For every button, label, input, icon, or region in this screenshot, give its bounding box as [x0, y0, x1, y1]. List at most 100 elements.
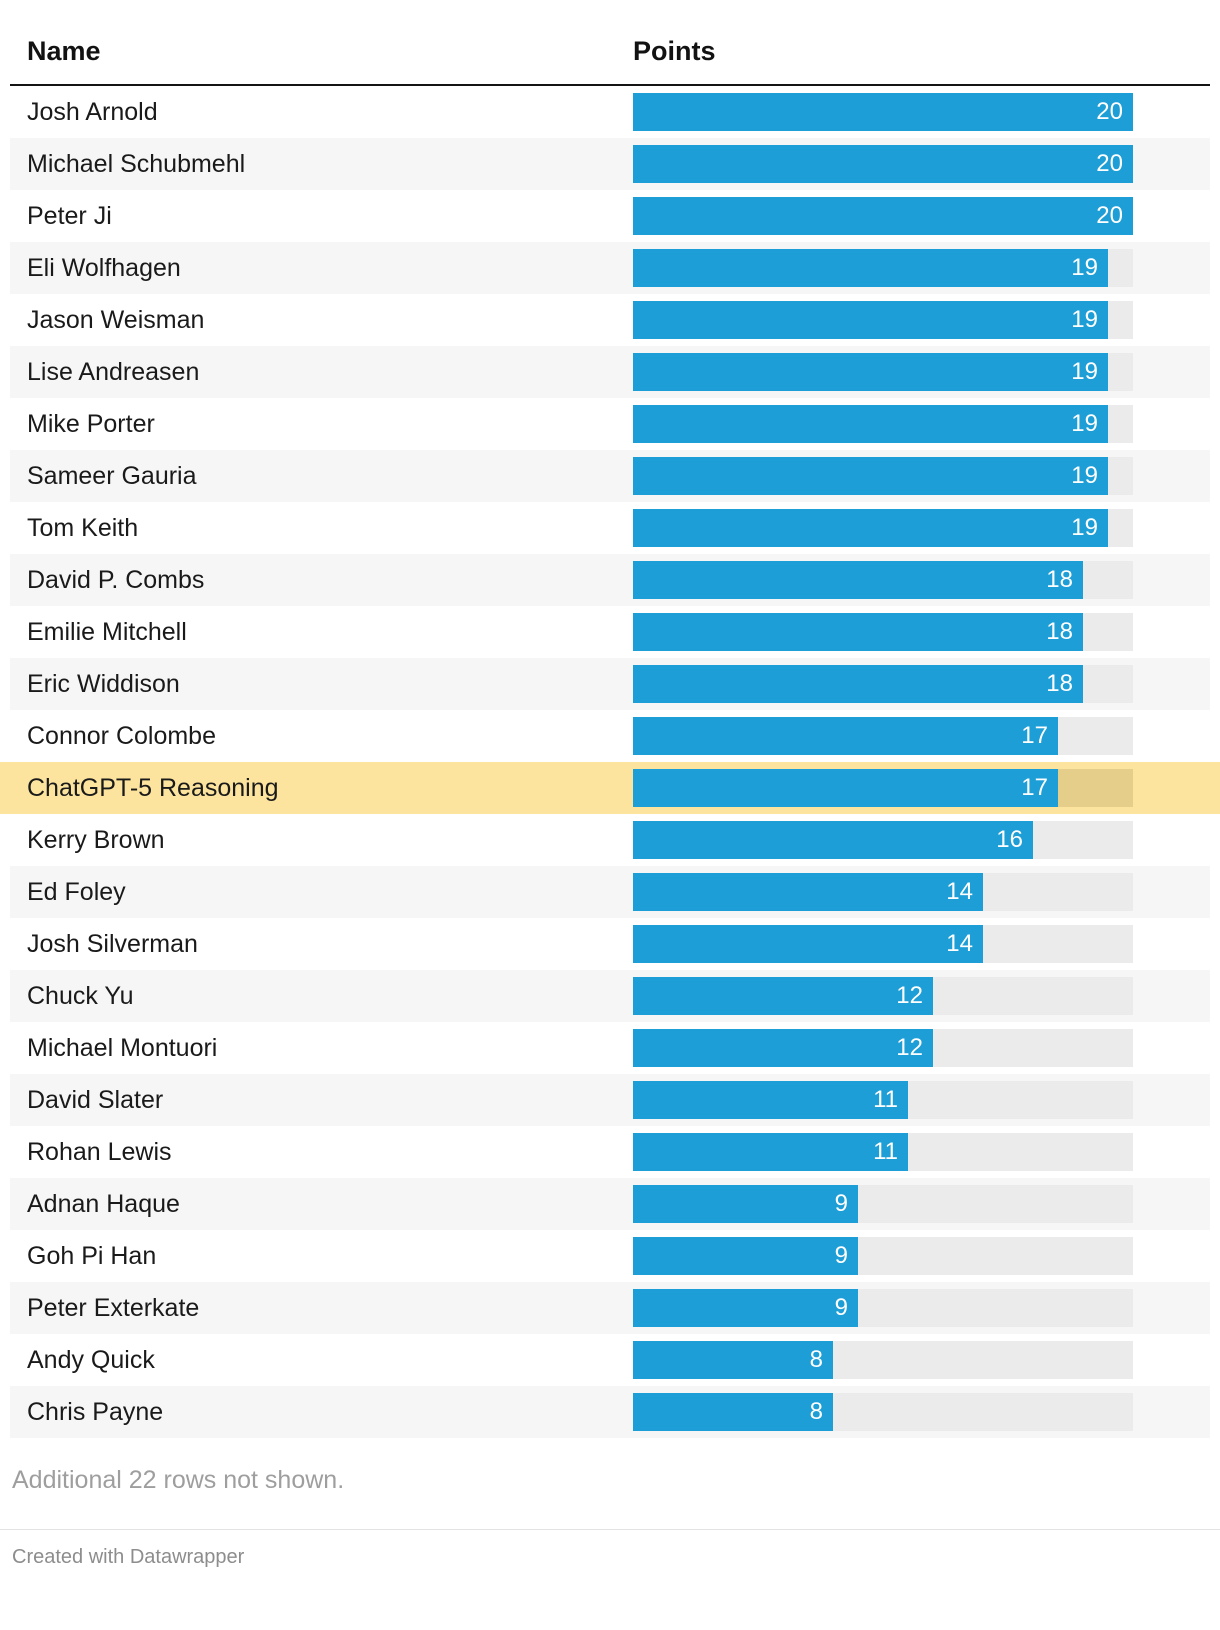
points-bar: 9 [633, 1185, 858, 1223]
points-bar-cell: 12 [633, 977, 1133, 1015]
row-name: Rohan Lewis [27, 1137, 172, 1166]
table-row: Adnan Haque 9 [10, 1178, 1210, 1230]
points-bar-cell: 17 [633, 769, 1133, 807]
bar-track: 19 [633, 405, 1133, 443]
row-name: Peter Exterkate [27, 1293, 200, 1322]
points-bar: 14 [633, 873, 983, 911]
table-row: Michael Schubmehl 20 [10, 138, 1210, 190]
bar-track: 8 [633, 1393, 1133, 1431]
table-row: Chris Payne 8 [10, 1386, 1210, 1438]
points-value-label: 18 [1046, 566, 1073, 593]
row-name: Josh Silverman [27, 929, 198, 958]
row-name: Eric Widdison [27, 669, 180, 698]
points-bar: 14 [633, 925, 983, 963]
points-value-label: 8 [809, 1346, 823, 1373]
points-bar: 17 [633, 769, 1058, 807]
row-name: Kerry Brown [27, 825, 165, 854]
points-bar-cell: 11 [633, 1133, 1133, 1171]
points-bar-cell: 18 [633, 665, 1133, 703]
points-bar: 16 [633, 821, 1033, 859]
table-header-row: Name Points [10, 0, 1210, 86]
points-value-label: 19 [1071, 514, 1098, 541]
points-bar-cell: 20 [633, 93, 1133, 131]
row-name: David Slater [27, 1085, 164, 1114]
row-name: Mike Porter [27, 409, 155, 438]
table-body: Josh Arnold 20 Michael Schubmehl 20 Peter Ji… [0, 86, 1220, 1438]
points-value-label: 19 [1071, 462, 1098, 489]
points-bar-cell: 20 [633, 197, 1133, 235]
points-bar-cell: 19 [633, 457, 1133, 495]
points-bar-cell: 14 [633, 925, 1133, 963]
points-bar: 9 [633, 1237, 858, 1275]
row-name: Peter Ji [27, 201, 112, 230]
points-value-label: 9 [834, 1242, 848, 1269]
table-row: Michael Montuori 12 [10, 1022, 1210, 1074]
points-bar: 11 [633, 1133, 908, 1171]
points-value-label: 17 [1021, 722, 1048, 749]
table-row: David Slater 11 [10, 1074, 1210, 1126]
points-bar: 19 [633, 353, 1108, 391]
bar-track: 20 [633, 197, 1133, 235]
points-bar-cell: 19 [633, 353, 1133, 391]
points-bar-cell: 18 [633, 561, 1133, 599]
row-name: Michael Schubmehl [27, 149, 246, 178]
row-name: Lise Andreasen [27, 357, 200, 386]
table-row: Eli Wolfhagen 19 [10, 242, 1210, 294]
points-bar: 19 [633, 509, 1108, 547]
points-bar-cell: 8 [633, 1341, 1133, 1379]
points-bar: 20 [633, 93, 1133, 131]
bar-track: 20 [633, 145, 1133, 183]
table-row: Connor Colombe 17 [10, 710, 1210, 762]
row-name: Jason Weisman [27, 305, 205, 334]
points-bar: 19 [633, 457, 1108, 495]
bar-track: 9 [633, 1185, 1133, 1223]
row-name: Ed Foley [27, 877, 126, 906]
points-bar-cell: 16 [633, 821, 1133, 859]
table-row: Jason Weisman 19 [10, 294, 1210, 346]
points-bar-cell: 19 [633, 249, 1133, 287]
points-bar-cell: 20 [633, 145, 1133, 183]
points-value-label: 8 [809, 1398, 823, 1425]
points-value-label: 9 [834, 1190, 848, 1217]
table-row: Chuck Yu 12 [10, 970, 1210, 1022]
points-bar-cell: 12 [633, 1029, 1133, 1067]
points-value-label: 19 [1071, 254, 1098, 281]
points-value-label: 14 [946, 878, 973, 905]
table-row: Peter Exterkate 9 [10, 1282, 1210, 1334]
table-row: Lise Andreasen 19 [10, 346, 1210, 398]
points-bar: 18 [633, 561, 1083, 599]
points-bar: 20 [633, 197, 1133, 235]
bar-track: 19 [633, 301, 1133, 339]
points-bar: 8 [633, 1393, 833, 1431]
points-value-label: 20 [1096, 202, 1123, 229]
points-value-label: 20 [1096, 98, 1123, 125]
points-bar-cell: 17 [633, 717, 1133, 755]
points-value-label: 20 [1096, 150, 1123, 177]
points-bar-cell: 8 [633, 1393, 1133, 1431]
table-row: Rohan Lewis 11 [10, 1126, 1210, 1178]
bar-track: 12 [633, 977, 1133, 1015]
bar-track: 18 [633, 665, 1133, 703]
bar-track: 11 [633, 1133, 1133, 1171]
table-row: Eric Widdison 18 [10, 658, 1210, 710]
datawrapper-credit: Created with Datawrapper [0, 1529, 1220, 1569]
points-bar-cell: 11 [633, 1081, 1133, 1119]
row-name: ChatGPT-5 Reasoning [27, 773, 279, 802]
points-value-label: 9 [834, 1294, 848, 1321]
points-value-label: 16 [996, 826, 1023, 853]
points-bar: 17 [633, 717, 1058, 755]
points-bar-cell: 18 [633, 613, 1133, 651]
bar-track: 9 [633, 1289, 1133, 1327]
rows-not-shown-note: Additional 22 rows not shown. [12, 1466, 345, 1494]
bar-track: 19 [633, 353, 1133, 391]
points-bar: 8 [633, 1341, 833, 1379]
bar-track: 11 [633, 1081, 1133, 1119]
points-bar: 18 [633, 613, 1083, 651]
bar-track: 12 [633, 1029, 1133, 1067]
points-bar-cell: 19 [633, 405, 1133, 443]
row-name: Chris Payne [27, 1397, 164, 1426]
points-bar: 11 [633, 1081, 908, 1119]
points-value-label: 14 [946, 930, 973, 957]
points-value-label: 17 [1021, 774, 1048, 801]
points-value-label: 11 [873, 1086, 898, 1113]
